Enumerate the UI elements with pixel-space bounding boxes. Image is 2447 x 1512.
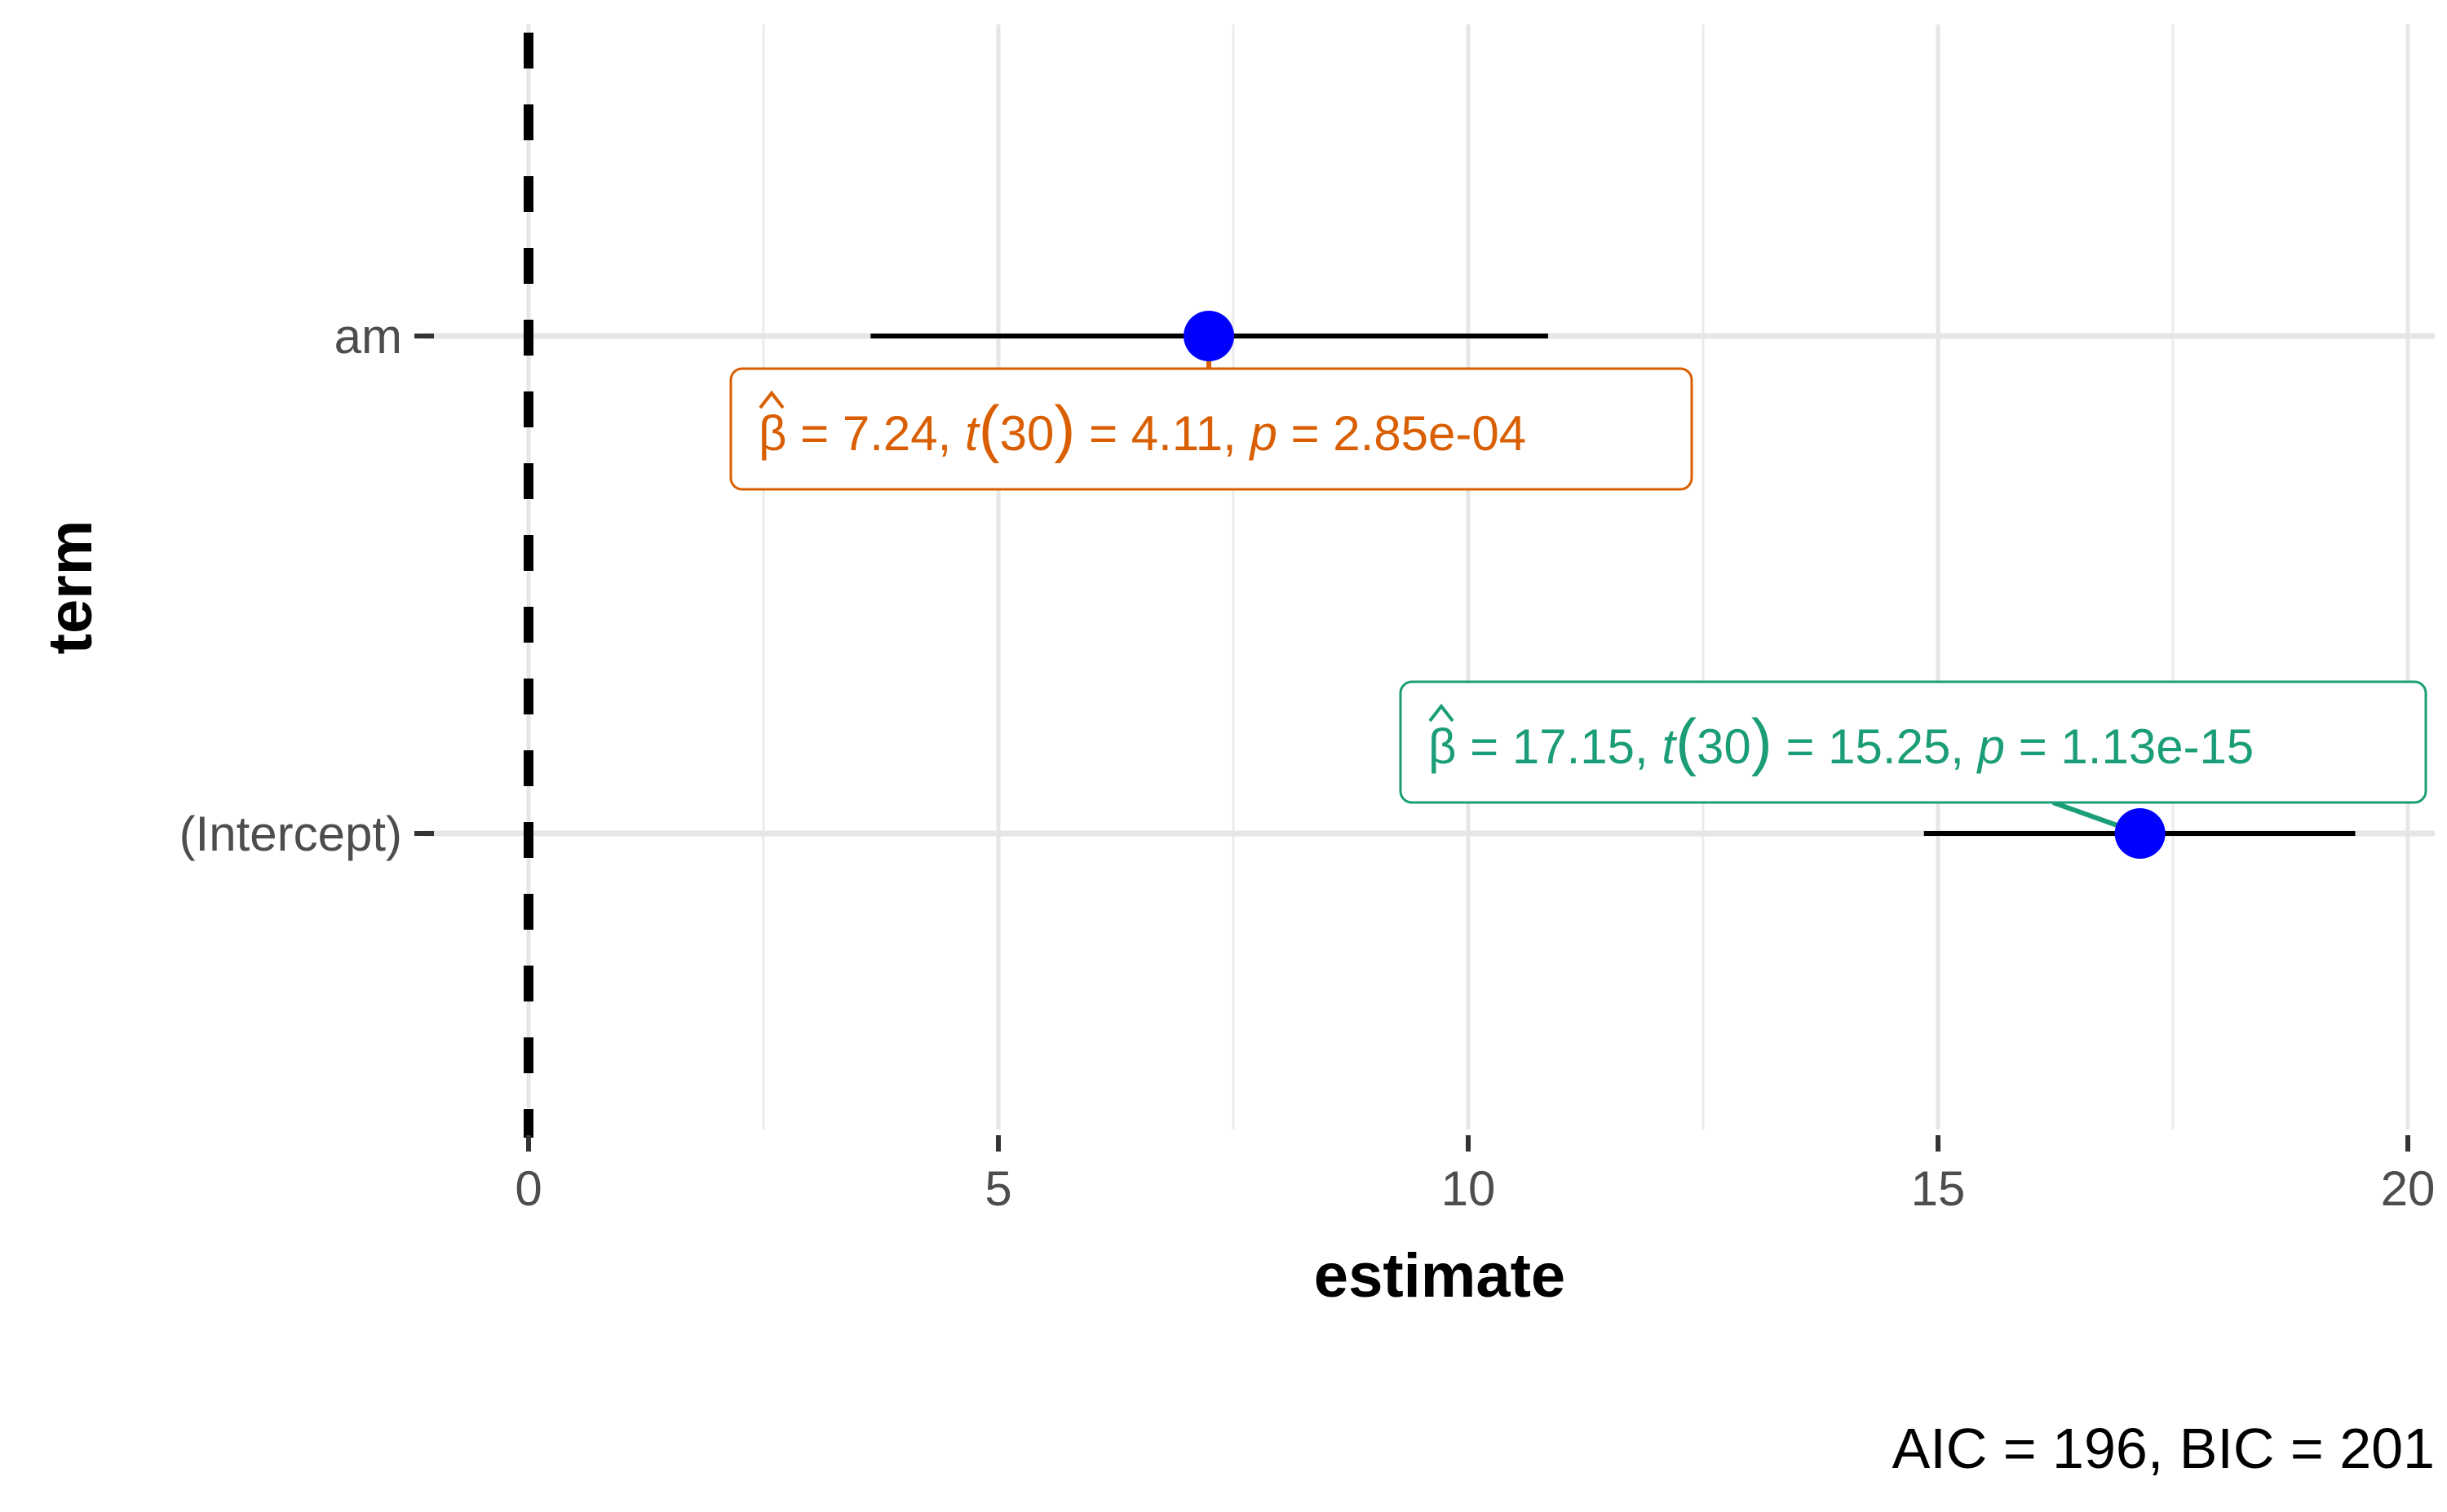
beta-value: = 17.15, — [1457, 719, 1662, 774]
open-paren: ( — [1675, 705, 1697, 777]
x-tick-label: 20 — [2381, 1161, 2436, 1216]
x-tick-label: 10 — [1441, 1161, 1496, 1216]
y-axis-ticks: (Intercept) am — [179, 309, 434, 861]
t-value: = 4.11, — [1075, 406, 1250, 461]
df-value: 30 — [1000, 406, 1055, 461]
major-gridlines — [424, 24, 2435, 1130]
y-axis-title: term — [36, 520, 105, 655]
x-tick-label: 5 — [985, 1161, 1011, 1216]
p-value: = 1.13e-15 — [2005, 719, 2254, 774]
p-value: = 2.85e-04 — [1277, 406, 1526, 461]
x-tick-label: 0 — [515, 1161, 542, 1216]
stat-label-box — [1399, 680, 2427, 804]
t-value: = 15.25, — [1772, 719, 1978, 774]
stat-label-text: β = 17.15, t(30) = 15.25, p = 1.13e-15 — [1428, 705, 2254, 777]
x-axis-ticks: 0 5 10 15 20 — [515, 1135, 2435, 1216]
open-paren: ( — [979, 392, 1000, 464]
x-tick-label: 15 — [1911, 1161, 1966, 1216]
beta-hat-mark — [1428, 703, 1454, 723]
point-estimate — [1184, 311, 1235, 361]
y-tick-label: am — [334, 309, 402, 364]
df-value: 30 — [1697, 719, 1751, 774]
beta-symbol: β — [759, 406, 787, 461]
stat-label-text: β = 7.24, t(30) = 4.11, p = 2.85e-04 — [759, 392, 1526, 464]
coefficient-labels: β = 7.24, t(30) = 4.11, p = 2.85e-04β = … — [729, 367, 2427, 804]
beta-symbol: β — [1428, 719, 1457, 774]
stat-label-box — [729, 367, 1693, 491]
point-estimate — [2114, 808, 2166, 859]
x-axis-title: estimate — [1314, 1241, 1565, 1311]
p-symbol: p — [1248, 406, 1277, 461]
coefficient-marks — [870, 311, 2356, 859]
caption: AIC = 196, BIC = 201 — [1892, 1417, 2435, 1480]
y-tick-label: (Intercept) — [179, 807, 402, 861]
close-paren: ) — [1751, 705, 1772, 777]
close-paren: ) — [1054, 392, 1075, 464]
beta-hat-mark — [759, 390, 785, 409]
minor-gridlines — [762, 24, 2175, 1130]
t-symbol: t — [965, 406, 980, 461]
beta-value: = 7.24, — [787, 406, 966, 461]
t-symbol: t — [1662, 719, 1677, 774]
p-symbol: p — [1976, 719, 2005, 774]
